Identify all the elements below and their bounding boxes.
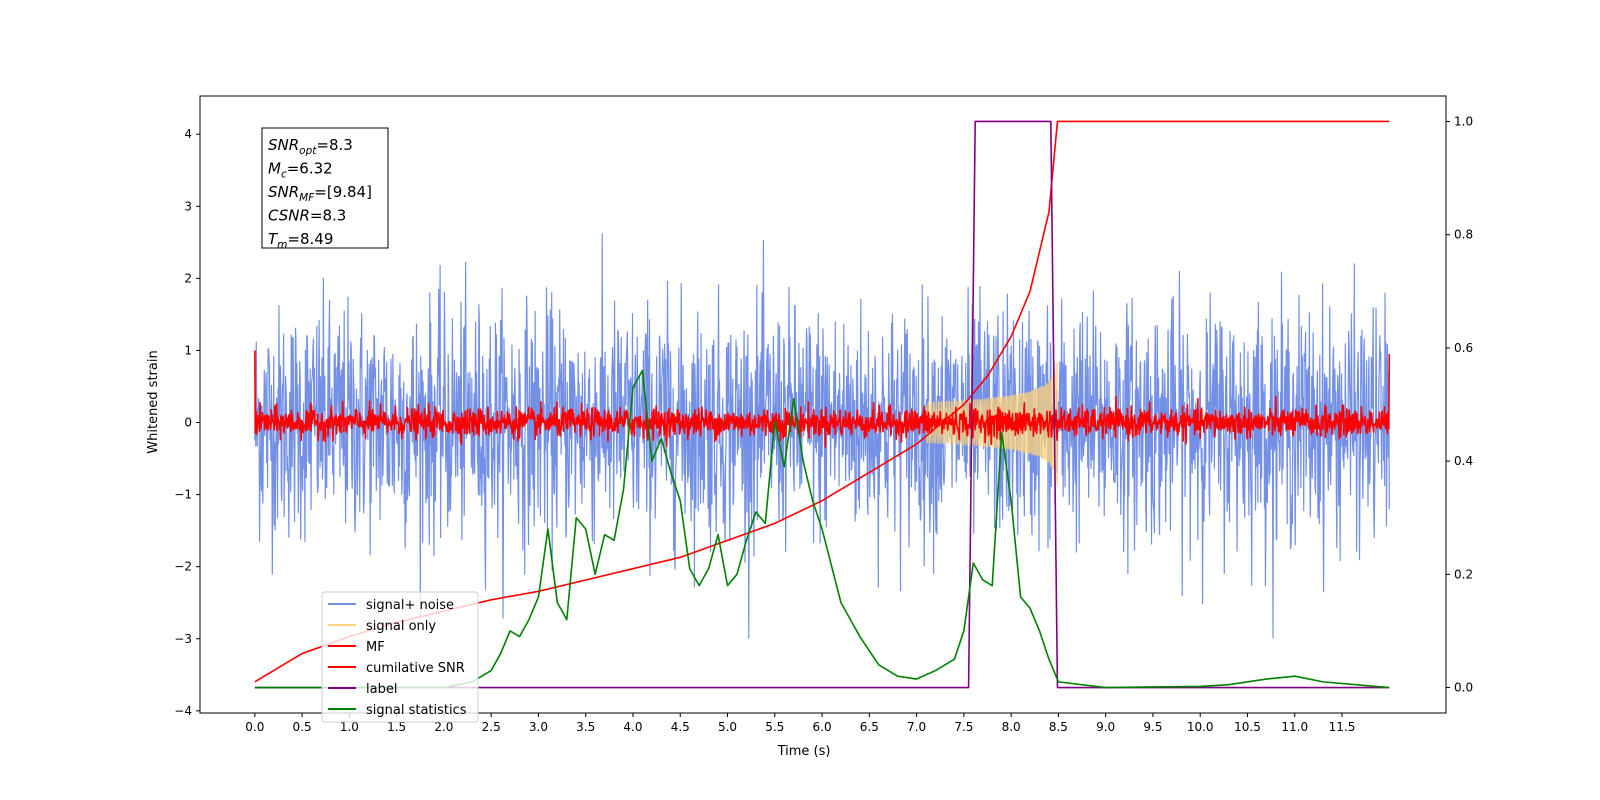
y-tick-label: 3: [184, 199, 192, 213]
y2-tick-label: 1.0: [1454, 114, 1473, 128]
x-tick-label: 1.5: [387, 720, 406, 734]
x-tick-label: 4.5: [671, 720, 690, 734]
x-tick-label: 2.0: [434, 720, 453, 734]
x-tick-label: 3.0: [529, 720, 548, 734]
y-tick-label: 4: [184, 127, 192, 141]
x-tick-label: 5.0: [718, 720, 737, 734]
y2-tick-label: 0.8: [1454, 228, 1473, 242]
x-tick-label: 9.5: [1143, 720, 1162, 734]
x-tick-label: 10.5: [1234, 720, 1261, 734]
x-tick-label: 8.5: [1049, 720, 1068, 734]
y-axis-label: Whitened strain: [146, 350, 161, 453]
legend: signal+ noise signal only MF cumilative SNR…: [321, 591, 479, 723]
y-tick-label: −3: [174, 632, 192, 646]
legend-label: signal only: [366, 619, 436, 634]
y2-tick-label: 0.2: [1454, 567, 1473, 581]
y-tick-label: −4: [174, 704, 192, 718]
y2-tick-label: 0.6: [1454, 341, 1473, 355]
x-axis-label: Time (s): [777, 744, 831, 759]
y2-tick-label: 0.4: [1454, 454, 1473, 468]
x-tick-label: 11.0: [1281, 720, 1308, 734]
series-line-signal-statistics: [254, 369, 1390, 689]
x-tick-label: 0.5: [293, 720, 312, 734]
y-tick-label: −1: [174, 488, 192, 502]
x-tick-label: 7.5: [954, 720, 973, 734]
x-tick-label: 0.0: [245, 720, 264, 734]
series-line-mf: [254, 350, 1391, 448]
legend-label: signal+ noise: [366, 598, 454, 613]
x-tick-label: 4.0: [623, 720, 642, 734]
legend-label: cumilative SNR: [366, 661, 465, 676]
legend-frame: [321, 591, 479, 723]
x-tick-label: 6.5: [860, 720, 879, 734]
x-tick-label: 10.0: [1187, 720, 1214, 734]
x-tick-label: 11.5: [1329, 720, 1356, 734]
plot-frame: [199, 95, 1447, 714]
y-tick-label: 1: [184, 343, 192, 357]
x-tick-label: 8.0: [1002, 720, 1021, 734]
y2-tick-label: 0.0: [1454, 681, 1473, 695]
annotation-line: SNRopt=8.3: [268, 136, 353, 157]
series-line-signal-noise: [254, 233, 1390, 639]
legend-label: label: [366, 682, 397, 697]
y-tick-label: 2: [184, 271, 192, 285]
x-tick-label: 6.0: [813, 720, 832, 734]
x-tick-label: 2.5: [482, 720, 501, 734]
annotation-line: Tm=8.49: [268, 230, 333, 251]
y-tick-label: −2: [174, 560, 192, 574]
annotation-frame: [261, 127, 389, 249]
x-tick-label: 3.5: [576, 720, 595, 734]
axes: 0.0 0.5 1.0 1.5 2.0 2.5 3.0 3.5 4.0 4.5 5.0 5.5 6.0 6…: [174, 95, 1473, 734]
x-tick-label: 9.0: [1096, 720, 1115, 734]
y-tick-label: 0: [184, 416, 192, 430]
annotation-line: CSNR=8.3: [268, 207, 346, 225]
annotation-line: Mc=6.32: [268, 160, 333, 181]
x-tick-label: 1.0: [340, 720, 359, 734]
annotation-line: SNRMF=[9.84]: [268, 183, 372, 204]
x-tick-label: 5.5: [765, 720, 784, 734]
x-tick-label: 7.0: [907, 720, 926, 734]
legend-label: MF: [366, 640, 385, 655]
legend-label: signal statistics: [366, 703, 467, 718]
